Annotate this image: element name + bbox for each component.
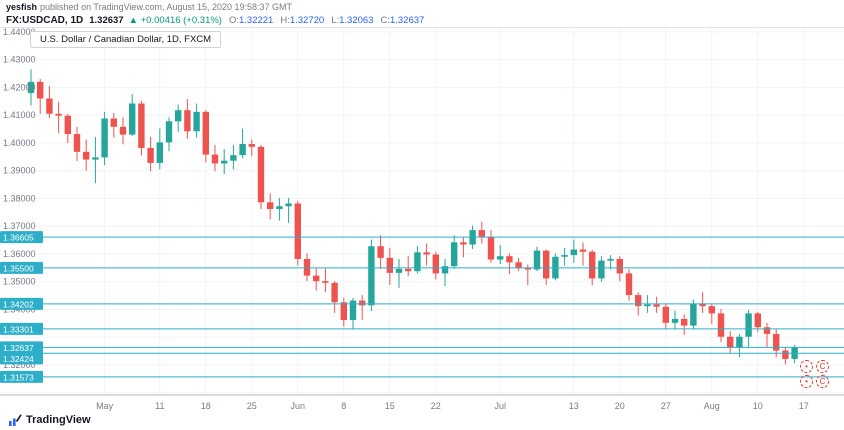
svg-text:20: 20: [615, 401, 625, 411]
last-price: 1.32637: [89, 14, 124, 26]
svg-text:Jun: Jun: [291, 401, 306, 411]
price-axis-labels: 1.44000 1.43000 1.42000 1.41000 1.40000 1.390…: [0, 27, 43, 383]
svg-text:8: 8: [341, 401, 346, 411]
svg-text:1.38000: 1.38000: [3, 193, 36, 203]
svg-text:18: 18: [201, 401, 211, 411]
svg-text:1.32637: 1.32637: [3, 343, 34, 353]
svg-text:1.39000: 1.39000: [3, 166, 36, 176]
svg-text:1.41000: 1.41000: [3, 110, 36, 120]
price-change: ▲ +0.00416 (+0.31%): [128, 14, 222, 26]
ohlc-open: O:1.32221: [229, 15, 273, 26]
svg-text:1.31573: 1.31573: [3, 372, 34, 382]
publish-info: published on TradingView.com, August 15,…: [40, 2, 293, 12]
svg-text:Aug: Aug: [704, 401, 720, 411]
chart-legend[interactable]: U.S. Dollar / Canadian Dollar, 1D, FXCM: [30, 31, 222, 48]
svg-text:1.40000: 1.40000: [3, 138, 36, 148]
red-stamp-icon: •: [800, 360, 813, 373]
high-label: H:: [280, 14, 290, 26]
red-stamp-icon: C: [816, 375, 829, 388]
tradingview-logo-icon: [9, 414, 22, 426]
svg-text:13: 13: [569, 401, 579, 411]
grid-layer: [0, 28, 844, 395]
red-stamp-icon: C: [816, 360, 829, 373]
candles-layer: [27, 69, 798, 365]
svg-text:10: 10: [753, 401, 763, 411]
chart-legend-title: U.S. Dollar / Canadian Dollar, 1D, FXCM: [40, 34, 212, 45]
svg-text:15: 15: [385, 401, 395, 411]
svg-text:1.42000: 1.42000: [3, 82, 36, 92]
open-label: O:: [228, 14, 239, 26]
red-stamp-icon: •: [800, 375, 813, 388]
svg-text:May: May: [96, 401, 114, 411]
svg-text:1.34202: 1.34202: [3, 299, 34, 309]
svg-text:1.36000: 1.36000: [3, 249, 36, 259]
svg-text:1.44000: 1.44000: [3, 28, 36, 37]
tradingview-logo[interactable]: TradingView: [8, 413, 91, 427]
svg-text:1.35000: 1.35000: [3, 277, 36, 287]
symbol-bar: FX:USDCAD, 1D 1.32637 ▲ +0.00416 (+0.31%…: [0, 13, 844, 28]
svg-text:1.43000: 1.43000: [3, 55, 36, 65]
time-axis: May 11 18 25 Jun 8 15 22 Jul 13 20 27 Aug 10 17: [0, 394, 844, 411]
publish-bar: yesfish published on TradingView.com, Au…: [0, 0, 844, 13]
chart-area[interactable]: May 11 18 25 Jun 8 15 22 Jul 13 20 27 Aug 10 17 1.44000…: [0, 27, 844, 430]
svg-text:1.32000: 1.32000: [3, 360, 36, 370]
svg-text:1.36605: 1.36605: [3, 233, 34, 243]
svg-text:11: 11: [155, 401, 164, 411]
svg-text:22: 22: [431, 401, 441, 411]
svg-text:17: 17: [799, 401, 809, 411]
svg-text:27: 27: [661, 401, 671, 411]
watermark-stamp: • C • C: [800, 360, 832, 388]
ohlc-close: C:1.32637: [380, 15, 424, 26]
low-label: L:: [331, 14, 340, 26]
close-label: C:: [380, 14, 390, 26]
ohlc-low: L:1.32063: [331, 15, 373, 26]
svg-text:25: 25: [247, 401, 257, 411]
svg-text:1.37000: 1.37000: [3, 221, 36, 231]
publisher-name: yesfish: [6, 2, 38, 12]
high-value: 1.32720: [289, 14, 325, 26]
open-value: 1.32221: [239, 14, 274, 26]
svg-text:1.33301: 1.33301: [3, 324, 34, 334]
svg-text:1.35500: 1.35500: [3, 263, 34, 273]
svg-text:Jul: Jul: [494, 401, 506, 411]
close-value: 1.32637: [389, 14, 425, 26]
ohlc-high: H:1.32720: [280, 15, 324, 26]
low-value: 1.32063: [339, 14, 374, 26]
symbol-name[interactable]: FX:USDCAD, 1D: [6, 14, 84, 26]
price-lines-layer: [0, 236, 844, 378]
tradingview-logo-text: TradingView: [26, 414, 91, 426]
candlestick-chart[interactable]: May 11 18 25 Jun 8 15 22 Jul 13 20 27 Aug 10 17 1.44000…: [0, 27, 844, 430]
svg-text:1.32424: 1.32424: [3, 354, 34, 364]
